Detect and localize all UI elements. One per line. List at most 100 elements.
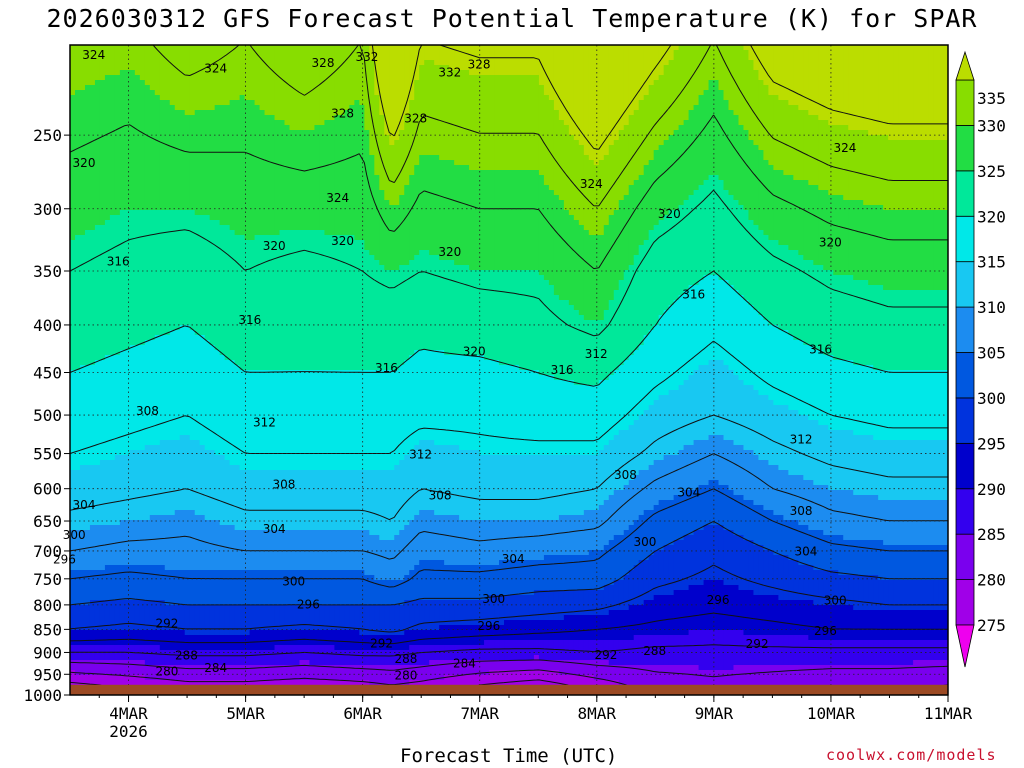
field-cell	[354, 80, 360, 86]
field-cell	[484, 125, 490, 131]
field-cell	[454, 145, 460, 151]
field-cell	[873, 125, 879, 131]
field-cell	[703, 165, 710, 171]
field-cell	[414, 165, 420, 171]
field-cell	[499, 60, 505, 66]
field-cell	[424, 130, 430, 136]
field-cell	[628, 105, 635, 111]
field-cell	[708, 90, 715, 96]
field-cell	[773, 155, 779, 161]
field-cell	[713, 85, 720, 91]
field-cell	[753, 90, 760, 96]
field-cell	[494, 95, 500, 101]
field-cell	[209, 160, 216, 166]
field-cell	[548, 95, 555, 101]
field-cell	[738, 110, 745, 116]
field-cell	[753, 85, 760, 91]
field-cell	[79, 55, 86, 61]
field-cell	[159, 110, 166, 116]
field-cell	[484, 170, 490, 176]
field-cell	[304, 60, 311, 66]
field-cell	[259, 165, 266, 171]
field-cell	[344, 150, 350, 156]
field-cell	[79, 125, 86, 131]
field-cell	[304, 125, 311, 131]
field-cell	[409, 65, 415, 71]
field-cell	[319, 130, 326, 136]
field-cell	[693, 90, 700, 96]
field-cell	[783, 95, 789, 101]
field-cell	[324, 130, 331, 136]
field-cell	[274, 170, 281, 176]
field-cell	[99, 50, 106, 56]
field-cell	[753, 165, 760, 171]
field-cell	[369, 140, 375, 146]
field-cell	[728, 105, 735, 111]
field-cell	[409, 180, 415, 186]
field-cell	[434, 55, 440, 61]
field-cell	[319, 155, 326, 161]
field-cell	[613, 165, 620, 171]
field-cell	[499, 165, 505, 171]
field-cell	[119, 155, 126, 161]
field-cell	[548, 160, 555, 166]
field-cell	[628, 70, 635, 76]
field-cell	[294, 105, 301, 111]
field-cell	[124, 105, 131, 111]
field-cell	[628, 115, 635, 121]
field-cell	[159, 50, 166, 56]
field-cell	[464, 145, 470, 151]
field-cell	[748, 110, 755, 116]
field-cell	[568, 140, 575, 146]
field-cell	[479, 170, 485, 176]
field-cell	[783, 115, 789, 121]
field-cell	[429, 170, 435, 176]
field-cell	[708, 80, 715, 86]
field-cell	[89, 155, 96, 161]
field-cell	[94, 170, 101, 176]
field-cell	[259, 120, 266, 126]
field-cell	[124, 140, 131, 146]
field-cell	[608, 105, 615, 111]
field-cell	[314, 55, 321, 61]
field-cell	[344, 50, 350, 56]
field-cell	[404, 80, 410, 86]
field-cell	[853, 70, 859, 76]
field-cell	[518, 50, 525, 56]
field-cell	[533, 100, 540, 106]
field-cell	[434, 100, 440, 106]
field-cell	[813, 85, 819, 91]
field-cell	[853, 80, 859, 86]
field-cell	[928, 135, 934, 141]
field-cell	[823, 130, 829, 136]
field-cell	[883, 100, 889, 106]
field-cell	[119, 135, 126, 141]
field-cell	[204, 85, 211, 91]
field-cell	[808, 180, 814, 186]
field-cell	[843, 105, 849, 111]
field-cell	[528, 50, 535, 56]
field-cell	[848, 145, 854, 151]
field-cell	[474, 110, 480, 116]
field-cell	[883, 170, 889, 176]
field-cell	[858, 170, 864, 176]
field-cell	[429, 140, 435, 146]
field-cell	[638, 65, 645, 71]
field-cell	[74, 180, 81, 186]
field-cell	[713, 95, 720, 101]
field-cell	[613, 125, 620, 131]
field-cell	[104, 75, 111, 81]
field-cell	[538, 45, 545, 51]
field-cell	[104, 135, 111, 141]
field-cell	[164, 140, 171, 146]
field-cell	[538, 85, 545, 91]
field-cell	[668, 100, 675, 106]
field-cell	[548, 70, 555, 76]
field-cell	[513, 75, 520, 81]
field-cell	[314, 75, 321, 81]
field-cell	[543, 150, 550, 156]
field-cell	[538, 80, 545, 86]
field-cell	[928, 175, 934, 181]
field-cell	[693, 70, 700, 76]
field-cell	[109, 145, 116, 151]
